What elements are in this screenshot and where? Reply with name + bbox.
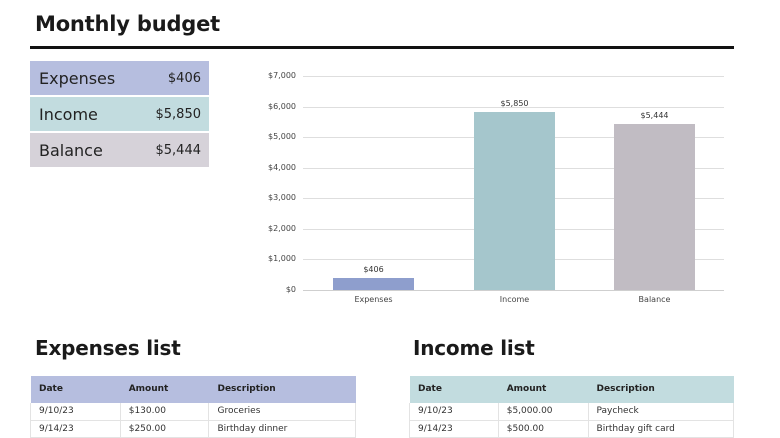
income-list-title: Income list	[413, 336, 535, 360]
y-tick: $0	[285, 285, 296, 294]
bar-value-label: $406	[363, 265, 384, 274]
summary-expenses[interactable]: Expenses $406	[30, 61, 209, 95]
column-header-date[interactable]: Date	[418, 384, 442, 394]
table-header-row: Date Amount Description	[30, 375, 356, 403]
cell-date[interactable]: 9/10/23	[30, 402, 121, 421]
cell-description[interactable]: Paycheck	[587, 402, 735, 421]
y-tick: $2,000	[268, 224, 296, 233]
gridline	[303, 76, 724, 77]
cell-amount[interactable]: $500.00	[497, 419, 589, 438]
column-header-date[interactable]: Date	[39, 384, 63, 394]
table-row: 9/14/23 $250.00 Birthday dinner	[30, 419, 356, 438]
y-tick: $4,000	[268, 163, 296, 172]
x-axis-line	[303, 290, 724, 291]
cell-amount[interactable]: $250.00	[119, 419, 210, 438]
bar-value-label: $5,850	[500, 99, 529, 108]
bar-value-label: $5,444	[640, 111, 669, 120]
y-tick: $1,000	[268, 254, 296, 263]
summary-panel: Expenses $406 Income $5,850 Balance $5,4…	[30, 61, 209, 169]
summary-label: Expenses	[39, 68, 116, 88]
cell-description[interactable]: Birthday dinner	[208, 419, 356, 438]
column-header-description[interactable]: Description	[217, 384, 276, 394]
cell-date[interactable]: 9/14/23	[409, 419, 499, 438]
cell-date[interactable]: 9/14/23	[30, 419, 121, 438]
summary-income[interactable]: Income $5,850	[30, 97, 209, 131]
column-header-amount[interactable]: Amount	[506, 384, 547, 394]
cell-amount[interactable]: $130.00	[119, 402, 210, 421]
y-tick: $3,000	[268, 193, 296, 202]
table-header-row: Date Amount Description	[409, 375, 734, 403]
title-divider	[30, 46, 734, 49]
expenses-table: Date Amount Description 9/10/23 $130.00 …	[30, 375, 356, 438]
x-category-label: Income	[499, 295, 530, 304]
income-table: Date Amount Description 9/10/23 $5,000.0…	[409, 375, 735, 438]
table-row: 9/14/23 $500.00 Birthday gift card	[409, 419, 735, 438]
cell-amount[interactable]: $5,000.00	[497, 402, 589, 421]
y-tick: $7,000	[268, 71, 296, 80]
bar-balance[interactable]	[614, 124, 695, 290]
cell-description[interactable]: Groceries	[208, 402, 356, 421]
summary-value: $5,444	[155, 142, 202, 158]
summary-value: $406	[167, 70, 201, 86]
gridline	[303, 107, 724, 108]
y-tick: $6,000	[268, 102, 296, 111]
cell-description[interactable]: Birthday gift card	[587, 419, 735, 438]
summary-label: Balance	[39, 140, 103, 160]
column-header-description[interactable]: Description	[596, 384, 655, 394]
summary-value: $5,850	[155, 106, 202, 122]
summary-label: Income	[39, 104, 98, 124]
table-row: 9/10/23 $130.00 Groceries	[30, 402, 356, 421]
summary-balance[interactable]: Balance $5,444	[30, 133, 209, 167]
cell-date[interactable]: 9/10/23	[409, 402, 499, 421]
budget-bar-chart[interactable]: $7,000 $6,000 $5,000 $4,000 $3,000 $2,00…	[250, 62, 740, 312]
expenses-list-title: Expenses list	[35, 336, 181, 360]
y-tick: $5,000	[268, 132, 296, 141]
column-header-amount[interactable]: Amount	[128, 384, 169, 394]
x-category-label: Balance	[638, 295, 671, 304]
table-row: 9/10/23 $5,000.00 Paycheck	[409, 402, 735, 421]
bar-income[interactable]	[474, 112, 555, 290]
page-title: Monthly budget	[35, 12, 220, 36]
x-category-label: Expenses	[354, 295, 393, 304]
bar-expenses[interactable]	[333, 278, 414, 290]
